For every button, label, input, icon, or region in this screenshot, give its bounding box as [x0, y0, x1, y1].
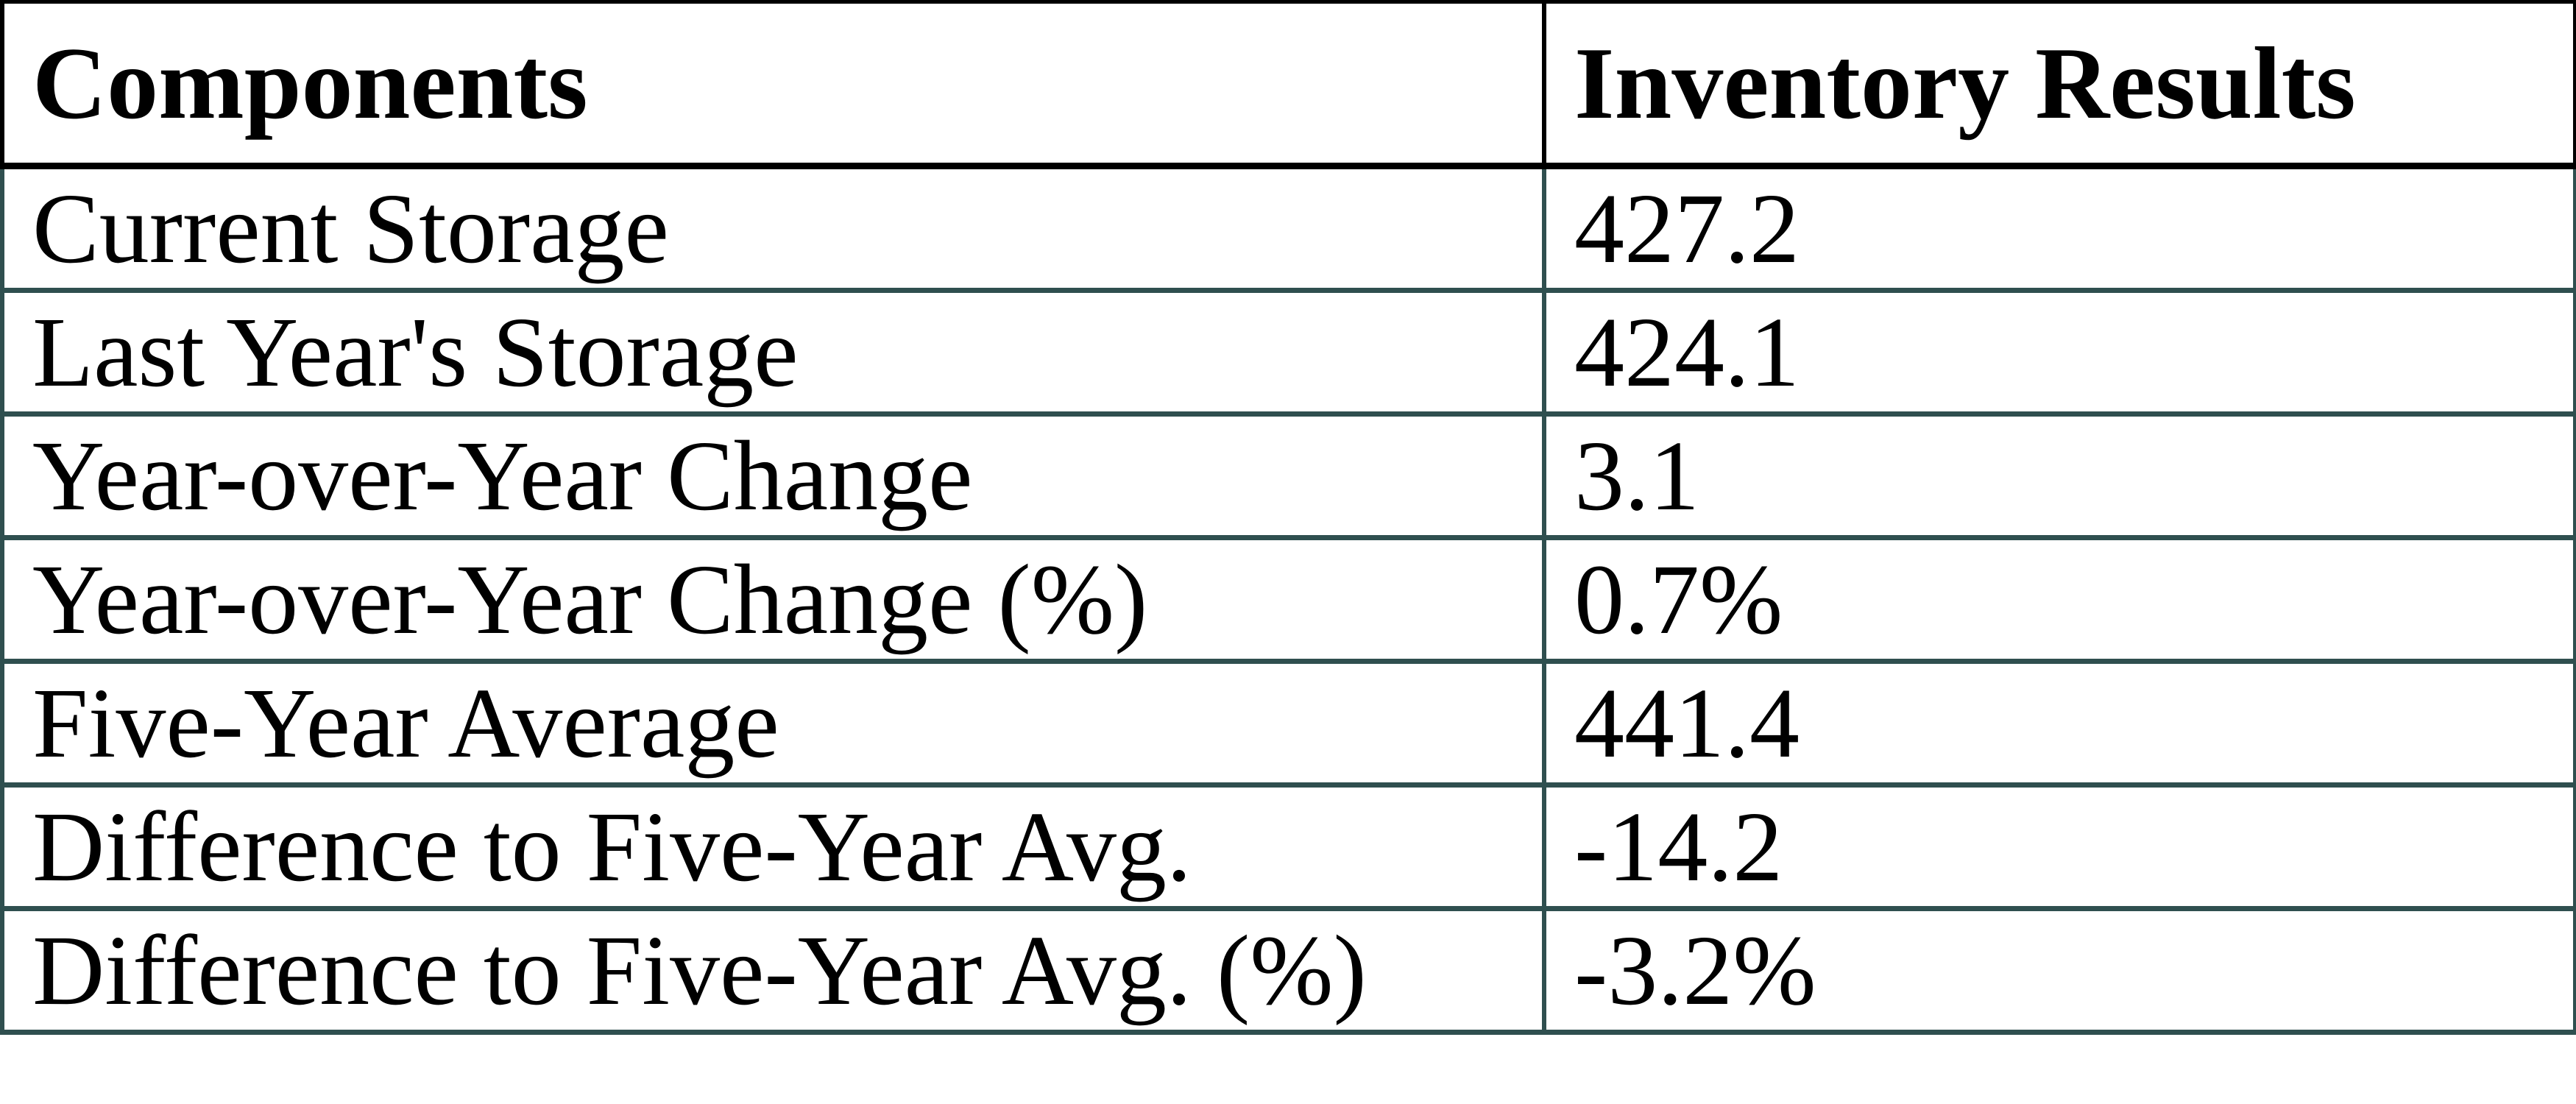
row-value-cell: 424.1 — [1542, 288, 2576, 417]
row-value-cell: 0.7% — [1542, 535, 2576, 664]
row-label-cell: Difference to Five-Year Avg. — [0, 782, 1546, 911]
inventory-table: Components Inventory Results Current Sto… — [0, 0, 2576, 1035]
column-header-components: Components — [0, 0, 1546, 169]
row-label-cell: Five-Year Average — [0, 659, 1546, 788]
row-value-cell: -3.2% — [1542, 906, 2576, 1035]
header-row: Components Inventory Results — [0, 0, 2576, 169]
row-value-cell: -14.2 — [1542, 782, 2576, 911]
row-label-cell: Last Year's Storage — [0, 288, 1546, 417]
row-label-cell: Year-over-Year Change — [0, 411, 1546, 540]
table-row: Year-over-Year Change (%) 0.7% — [0, 535, 2576, 664]
row-value-cell: 441.4 — [1542, 659, 2576, 788]
table-row: Difference to Five-Year Avg. (%) -3.2% — [0, 906, 2576, 1035]
row-label-cell: Year-over-Year Change (%) — [0, 535, 1546, 664]
table-row: Five-Year Average 441.4 — [0, 659, 2576, 788]
table-row: Difference to Five-Year Avg. -14.2 — [0, 782, 2576, 911]
row-label-cell: Difference to Five-Year Avg. (%) — [0, 906, 1546, 1035]
table-row: Current Storage 427.2 — [0, 163, 2576, 293]
column-header-inventory-results: Inventory Results — [1542, 0, 2576, 169]
row-label-cell: Current Storage — [0, 163, 1546, 293]
table-row: Last Year's Storage 424.1 — [0, 288, 2576, 417]
row-value-cell: 3.1 — [1542, 411, 2576, 540]
row-value-cell: 427.2 — [1542, 163, 2576, 293]
table-row: Year-over-Year Change 3.1 — [0, 411, 2576, 540]
